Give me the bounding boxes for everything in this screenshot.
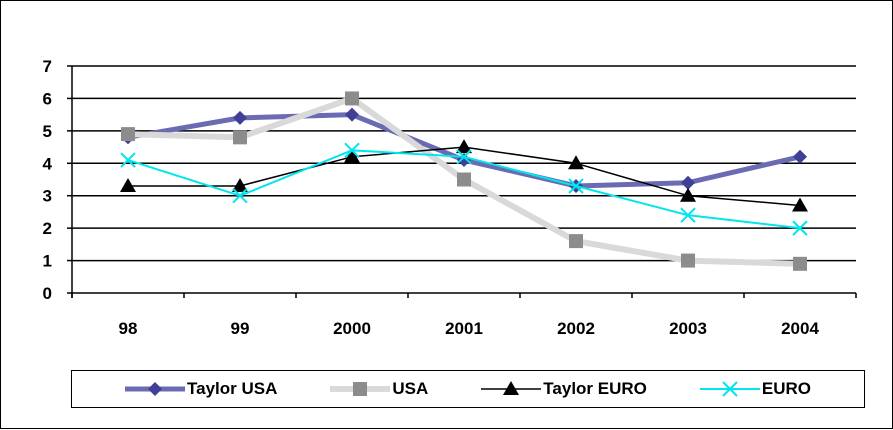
data-point	[457, 153, 471, 168]
data-point	[792, 197, 808, 212]
y-tick-label: 7	[43, 57, 52, 76]
y-tick-label: 4	[43, 154, 53, 173]
legend-swatch-taylor-usa	[125, 382, 185, 396]
x-tick-label: 99	[231, 319, 250, 338]
data-point	[568, 178, 584, 194]
series-taylor-euro	[120, 139, 808, 212]
legend-marker	[503, 381, 520, 395]
data-point	[456, 139, 472, 154]
x-tick-label: 2001	[445, 319, 483, 338]
y-tick-label: 6	[43, 89, 52, 108]
y-tick-label: 5	[43, 122, 52, 141]
legend-marker	[148, 382, 162, 396]
data-point	[120, 152, 136, 168]
data-point	[568, 155, 584, 170]
legend-item-euro: EURO	[699, 379, 811, 399]
data-point	[680, 187, 696, 202]
y-tick-label: 1	[43, 252, 52, 271]
legend-label: EURO	[761, 379, 811, 398]
data-point	[793, 149, 807, 164]
data-point	[232, 177, 248, 192]
data-point	[344, 142, 360, 159]
data-point	[456, 149, 472, 165]
data-point	[233, 110, 247, 125]
legend-marker	[722, 381, 738, 397]
series-usa	[121, 91, 807, 271]
data-point	[792, 220, 808, 236]
data-point	[793, 256, 807, 271]
axes: 0 1 2 3 4 5 6 7 98 99 2000 2001 2002 2003 2004	[43, 57, 857, 338]
legend-item-taylor-usa: Taylor USA	[125, 379, 277, 399]
x-tick-label: 2004	[781, 319, 819, 338]
legend-swatch-euro	[699, 381, 760, 397]
data-point	[681, 175, 695, 190]
y-tick-label: 3	[43, 187, 52, 206]
legend-swatch-taylor-euro	[481, 381, 542, 395]
x-tick-label: 2003	[669, 319, 707, 338]
data-point	[345, 107, 359, 122]
legend-marker	[353, 382, 368, 396]
series-layer	[120, 91, 808, 271]
data-point	[681, 253, 695, 268]
data-point	[121, 127, 135, 142]
data-point	[345, 91, 359, 106]
x-tick-label: 2000	[333, 319, 371, 338]
x-tick-label: 98	[119, 319, 138, 338]
grid-lines	[72, 65, 856, 262]
legend-swatch-usa	[330, 382, 391, 396]
data-point	[457, 172, 471, 187]
legend-label: Taylor USA	[187, 379, 278, 398]
data-point	[680, 207, 696, 223]
y-tick-label: 2	[43, 219, 52, 238]
legend: Taylor USA USA Taylor EURO EURO	[71, 370, 865, 408]
data-point	[569, 234, 583, 249]
x-tick-label: 2002	[557, 319, 595, 338]
data-point	[344, 148, 360, 163]
legend-item-usa: USA	[330, 379, 428, 399]
legend-item-taylor-euro: Taylor EURO	[481, 379, 647, 399]
data-point	[233, 130, 247, 145]
series-euro	[120, 142, 808, 236]
legend-label: USA	[392, 379, 429, 398]
data-point	[232, 188, 248, 204]
data-point	[120, 177, 136, 192]
legend-label: Taylor EURO	[543, 379, 647, 398]
y-tick-label: 0	[43, 284, 52, 303]
